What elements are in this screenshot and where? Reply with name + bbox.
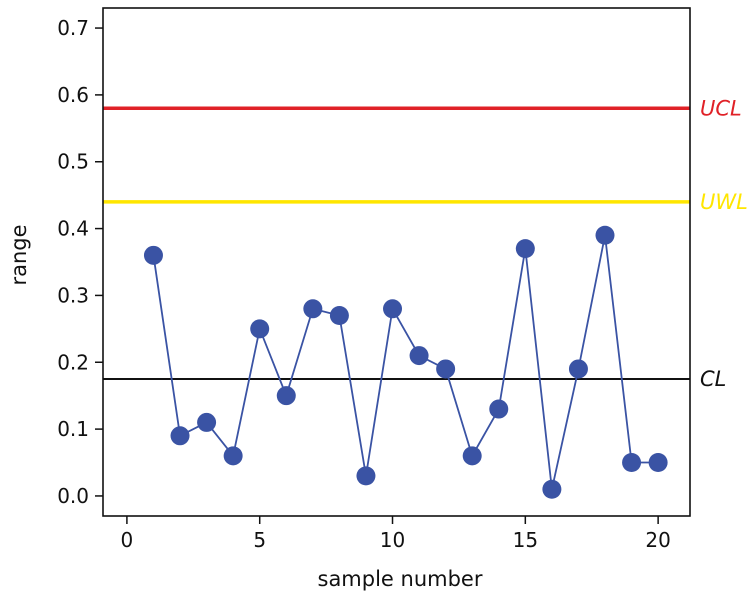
data-point — [276, 386, 296, 406]
data-point — [223, 446, 243, 466]
y-tick-label: 0.2 — [57, 350, 89, 374]
data-point — [329, 305, 349, 325]
data-point — [436, 359, 456, 379]
x-tick-label: 15 — [513, 528, 538, 552]
x-tick-label: 0 — [121, 528, 134, 552]
x-tick-label: 10 — [380, 528, 405, 552]
y-tick-label: 0.3 — [57, 283, 89, 307]
data-point — [303, 299, 323, 319]
y-axis-title: range — [7, 224, 31, 285]
data-point — [489, 399, 509, 419]
data-point — [648, 453, 668, 473]
series-line — [152, 235, 659, 490]
x-tick-label: 20 — [645, 528, 670, 552]
data-point — [143, 245, 163, 265]
data-point — [622, 453, 642, 473]
y-tick-label: 0.1 — [57, 417, 89, 441]
data-point — [170, 426, 190, 446]
data-point — [568, 359, 588, 379]
data-point — [515, 239, 535, 259]
x-axis-title: sample number — [318, 567, 483, 591]
y-tick-label: 0.6 — [57, 83, 89, 107]
data-point — [409, 346, 429, 366]
data-series — [143, 225, 668, 499]
data-point — [356, 466, 376, 486]
x-axis: 0 5 10 15 20 — [121, 516, 671, 552]
data-point — [595, 225, 615, 245]
cl-label: CL — [700, 367, 726, 391]
plot-frame — [102, 7, 691, 517]
y-tick-label: 0.7 — [57, 16, 89, 40]
reference-lines: UCL UWL CL — [103, 96, 748, 391]
data-point — [462, 446, 482, 466]
y-tick-label: 0.0 — [57, 484, 89, 508]
x-tick-label: 5 — [253, 528, 266, 552]
data-point — [542, 479, 562, 499]
data-point — [250, 319, 270, 339]
y-axis: 0.0 0.1 0.2 0.3 0.4 0.5 0.6 0.7 — [57, 16, 103, 508]
y-tick-label: 0.4 — [57, 217, 89, 241]
ucl-label: UCL — [700, 96, 742, 120]
uwl-label: UWL — [700, 190, 748, 214]
data-point — [383, 299, 403, 319]
data-point — [197, 412, 217, 432]
y-tick-label: 0.5 — [57, 150, 89, 174]
